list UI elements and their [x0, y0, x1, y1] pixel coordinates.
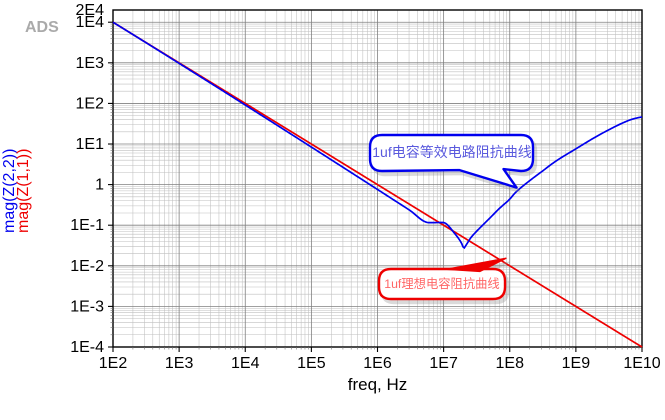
svg-text:1E-1: 1E-1	[70, 217, 104, 234]
svg-text:1E3: 1E3	[76, 55, 105, 72]
svg-text:1uf理想电容阻抗曲线: 1uf理想电容阻抗曲线	[384, 276, 499, 291]
svg-text:1E-4: 1E-4	[70, 339, 104, 356]
svg-text:1E10: 1E10	[623, 355, 660, 372]
svg-text:1E2: 1E2	[76, 95, 105, 112]
svg-text:1uf电容等效电路阻抗曲线: 1uf电容等效电路阻抗曲线	[372, 144, 531, 160]
svg-text:1E7: 1E7	[429, 355, 458, 372]
svg-text:1E8: 1E8	[496, 355, 525, 372]
svg-text:1: 1	[95, 177, 104, 194]
svg-text:1E1: 1E1	[76, 136, 105, 153]
svg-text:1E4: 1E4	[231, 355, 260, 372]
svg-text:1E-3: 1E-3	[70, 298, 104, 315]
svg-text:1E-2: 1E-2	[70, 258, 104, 275]
svg-text:1E3: 1E3	[165, 355, 194, 372]
svg-text:freq, Hz: freq, Hz	[348, 375, 408, 394]
svg-text:1E4: 1E4	[76, 14, 105, 31]
svg-text:1E5: 1E5	[297, 355, 326, 372]
svg-text:1E6: 1E6	[363, 355, 392, 372]
svg-text:1E2: 1E2	[99, 355, 128, 372]
svg-text:1E9: 1E9	[562, 355, 591, 372]
svg-text:mag(Z(1,1)): mag(Z(1,1))	[15, 149, 32, 233]
svg-text:ADS: ADS	[25, 19, 59, 36]
